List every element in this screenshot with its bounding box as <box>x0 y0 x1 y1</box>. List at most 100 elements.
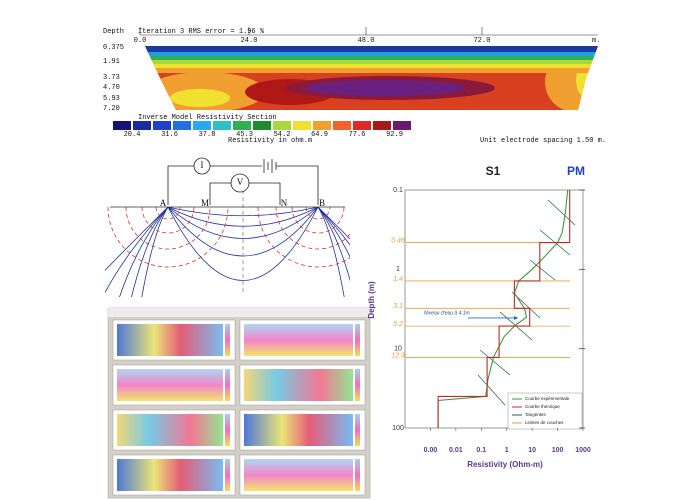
distance-tick-label: 24.0 <box>241 37 258 45</box>
station-label: PM <box>567 164 585 178</box>
current-line <box>119 207 169 297</box>
wire <box>167 165 194 205</box>
current-line <box>317 207 350 246</box>
chart-title: S1 <box>486 164 501 178</box>
electrode-label: A <box>160 198 167 208</box>
distance-tick-label: 0.0 <box>134 37 147 45</box>
equipotential <box>107 207 229 268</box>
panel-plot <box>117 324 223 356</box>
panel-colorbar <box>225 459 230 491</box>
current-line <box>317 207 350 282</box>
annotation-text: Niveau d'eau à 4.1m <box>424 310 470 316</box>
distance-tick-label: 48.0 <box>358 37 375 45</box>
plot-frame <box>404 189 584 429</box>
x-axis-label: Resistivity (Ohm-m) <box>467 460 543 469</box>
wire <box>276 165 319 205</box>
depth-label: 1.91 <box>103 58 120 66</box>
x-tick-label: 100 <box>552 447 564 454</box>
panel-plot <box>244 324 353 356</box>
tangent-lines <box>477 199 576 406</box>
current-line <box>317 207 345 297</box>
legend-label: Tangentes <box>525 412 547 417</box>
electrode-label: B <box>319 198 325 208</box>
x-tick-label: 0.1 <box>476 447 486 454</box>
panel-colorbar <box>355 369 360 401</box>
depth-label: 3.73 <box>103 74 120 82</box>
layer-depth-label: 5.2 <box>393 321 403 328</box>
depth-label: 7.20 <box>103 105 120 113</box>
y-axis-label: Depth (m) <box>367 281 376 319</box>
panel-colorbar <box>225 324 230 356</box>
panel-plot <box>244 459 353 491</box>
electrode-label: N <box>281 198 288 208</box>
field-lines <box>105 207 350 297</box>
electrode-spacing: Unit electrode spacing 1.50 m. <box>480 137 606 145</box>
color-box <box>213 121 231 130</box>
color-scale <box>113 121 411 130</box>
legend-label: Courbe théorique <box>525 404 560 409</box>
iteration-header: Iteration 3 RMS error = 1.96 % <box>138 28 265 36</box>
electrode-diagram: I V A M N B <box>105 157 350 297</box>
sounding-chart: S1 PM Depth (m) Resistivity (Ohm-m) Cour… <box>367 164 591 469</box>
layer-depth-label: 3.1 <box>393 303 403 310</box>
x-tick-label: 1000 <box>575 447 591 454</box>
panel-plot <box>117 414 223 446</box>
legend-label: Limites de couches <box>525 420 564 425</box>
equipotential <box>275 207 350 250</box>
y-tick-label: 0.1 <box>393 187 403 194</box>
panel-colorbar <box>355 459 360 491</box>
color-box <box>233 121 251 130</box>
equipotential <box>141 207 195 234</box>
equipotential <box>257 207 350 268</box>
panel-plot <box>244 414 353 446</box>
current-line <box>167 207 319 217</box>
current-line <box>131 207 169 297</box>
current-line <box>105 207 169 271</box>
voltmeter-label: V <box>237 177 244 187</box>
color-box <box>153 121 171 130</box>
legend: Courbe expérimentale Courbe théorique Tang… <box>507 392 583 430</box>
distance-tick-label: 72.0 <box>474 37 491 45</box>
layer-depth-label: 1.4 <box>393 276 403 283</box>
ammeter <box>193 157 211 175</box>
color-box <box>313 121 331 130</box>
legend-value: 92.9 <box>386 131 403 139</box>
depth-label: 0.375 <box>103 44 124 52</box>
current-line <box>141 207 169 297</box>
color-box <box>293 121 311 130</box>
y-tick-label: 1 <box>396 266 400 273</box>
legend-value: 31.6 <box>161 131 178 139</box>
wire <box>209 182 231 205</box>
equipotential <box>291 207 345 234</box>
y-tick-label: 10 <box>394 346 402 353</box>
color-box <box>373 121 391 130</box>
panel-colorbar <box>225 414 230 446</box>
decoration <box>108 308 370 317</box>
x-tick-label: 0.00 <box>424 447 438 454</box>
color-box <box>353 121 371 130</box>
depth-label: 4.70 <box>103 84 120 92</box>
depth-label: 5.93 <box>103 95 120 103</box>
legend-title: Inverse Model Resistivity Section <box>138 114 277 122</box>
panel-colorbar <box>355 324 360 356</box>
decoration <box>479 349 511 376</box>
x-tick-label: 1 <box>505 447 509 454</box>
panel-plot <box>117 369 223 401</box>
panel-plot <box>244 369 353 401</box>
equipotential <box>125 207 211 250</box>
legend-label: Courbe expérimentale <box>525 396 570 401</box>
legend-value: 20.4 <box>124 131 141 139</box>
color-box <box>273 121 291 130</box>
resistivity-section: Depth Iteration 3 RMS error = 1.96 % Inv… <box>103 27 606 145</box>
voltmeter <box>230 173 250 193</box>
depth-header: Depth <box>103 28 124 36</box>
color-box <box>193 121 211 130</box>
series-line <box>437 189 569 428</box>
color-box <box>333 121 351 130</box>
annotation-arrowhead <box>514 315 518 320</box>
legend-value: 77.6 <box>349 131 366 139</box>
distance-unit: m. <box>592 37 600 45</box>
wire <box>249 182 281 205</box>
legend-value: 37.8 <box>199 131 216 139</box>
